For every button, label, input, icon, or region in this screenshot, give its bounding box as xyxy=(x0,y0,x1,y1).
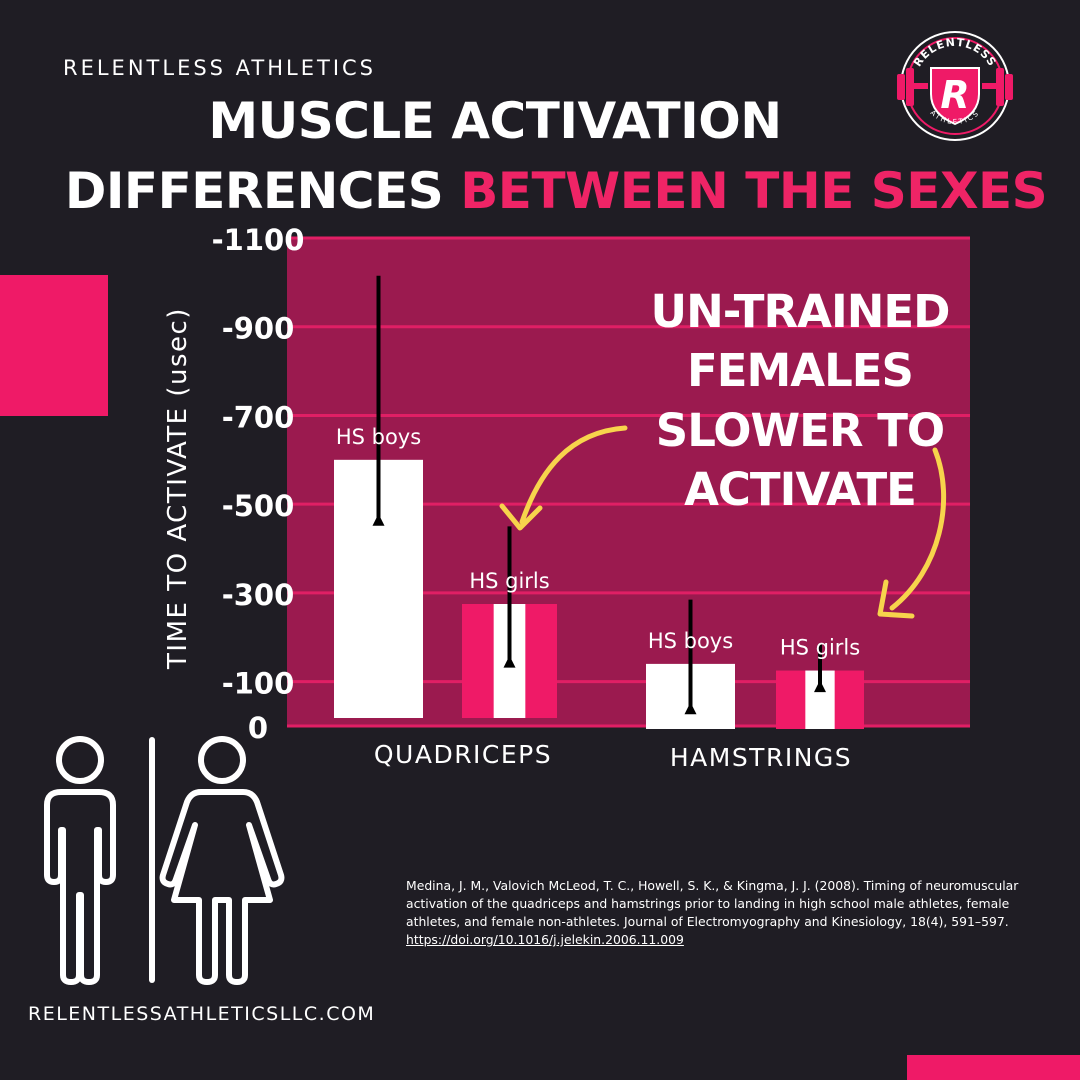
bar-hamstrings-boys-label: HS boys xyxy=(648,629,733,653)
bar-hamstrings-boys-error-cap-icon xyxy=(684,702,697,715)
female-figure-icon xyxy=(159,736,285,985)
callout-line-1: UN-TRAINED xyxy=(650,285,951,338)
citation-doi-link[interactable]: https://doi.org/10.1016/j.jelekin.2006.1… xyxy=(406,932,684,947)
y-tick-label-0: 0 xyxy=(248,711,268,745)
arrow-head-quad-girls-icon xyxy=(499,503,543,531)
male-figure-icon xyxy=(44,736,116,985)
brand-name: RELENTLESS ATHLETICS xyxy=(63,56,377,80)
y-tick-label-4: -700 xyxy=(222,400,295,434)
callout-line-2: FEMALES xyxy=(687,344,914,398)
title-white-part: DIFFERENCES xyxy=(64,162,444,220)
plot-area: 0 -100 -300 -500 -700 -900 -1100 HS boys HS boys… xyxy=(212,223,970,772)
callout-line-3: SLOWER TO xyxy=(655,403,945,457)
category-label-quadriceps: QUADRICEPS xyxy=(374,740,552,769)
arrow-to-ham-girls xyxy=(889,447,947,611)
y-tick-label-2: -300 xyxy=(222,578,295,612)
title-line-2: DIFFERENCES BETWEEN THE SEXES xyxy=(16,166,1080,216)
bar-hamstrings-girls-error-cap-icon xyxy=(814,680,826,693)
left-accent-block xyxy=(0,275,108,416)
bar-quadriceps-girls-error-cap-icon xyxy=(503,655,516,668)
y-tick-label-1: -100 xyxy=(222,667,295,701)
logo-shield-icon xyxy=(930,67,980,126)
bar-hamstrings-girls-label: HS girls xyxy=(780,636,860,660)
category-label-hamstrings: HAMSTRINGS xyxy=(670,743,852,772)
title-pink-part: BETWEEN THE SEXES xyxy=(460,162,1048,220)
citation-text: Medina, J. M., Valovich McLeod, T. C., H… xyxy=(406,878,1019,929)
bottom-accent-block xyxy=(907,1055,1080,1080)
y-tick-label-6: -1100 xyxy=(212,223,305,257)
callout-arrows xyxy=(499,425,947,619)
bar-quadriceps-boys-error-cap-icon xyxy=(372,513,385,526)
arrow-to-quad-girls xyxy=(519,425,628,525)
callout-text: UN-TRAINED FEMALES SLOWER TO ACTIVATE xyxy=(620,282,980,520)
y-tick-label-3: -500 xyxy=(222,489,295,523)
title-line-1: MUSCLE ACTIVATION xyxy=(208,92,782,150)
logo-letter: R xyxy=(940,73,969,117)
callout-line-4: ACTIVATE xyxy=(684,463,917,517)
relentless-logo: R RELENTLESS ATHLETICS xyxy=(897,31,1013,141)
bar-quadriceps-girls-label: HS girls xyxy=(469,569,549,593)
dumbbell-right-icon xyxy=(982,68,1013,106)
dumbbell-left-icon xyxy=(897,68,928,106)
citation: Medina, J. M., Valovich McLeod, T. C., H… xyxy=(406,877,1046,949)
y-axis-label: TIME TO ACTIVATE (usec) xyxy=(163,307,193,670)
male-female-icon xyxy=(44,736,285,985)
bar-quadriceps-boys-label: HS boys xyxy=(336,425,421,449)
y-tick-label-5: -900 xyxy=(222,312,295,346)
website-url[interactable]: RELENTLESSATHLETICSLLC.COM xyxy=(28,1003,376,1025)
arrow-head-ham-girls-icon xyxy=(877,579,915,619)
